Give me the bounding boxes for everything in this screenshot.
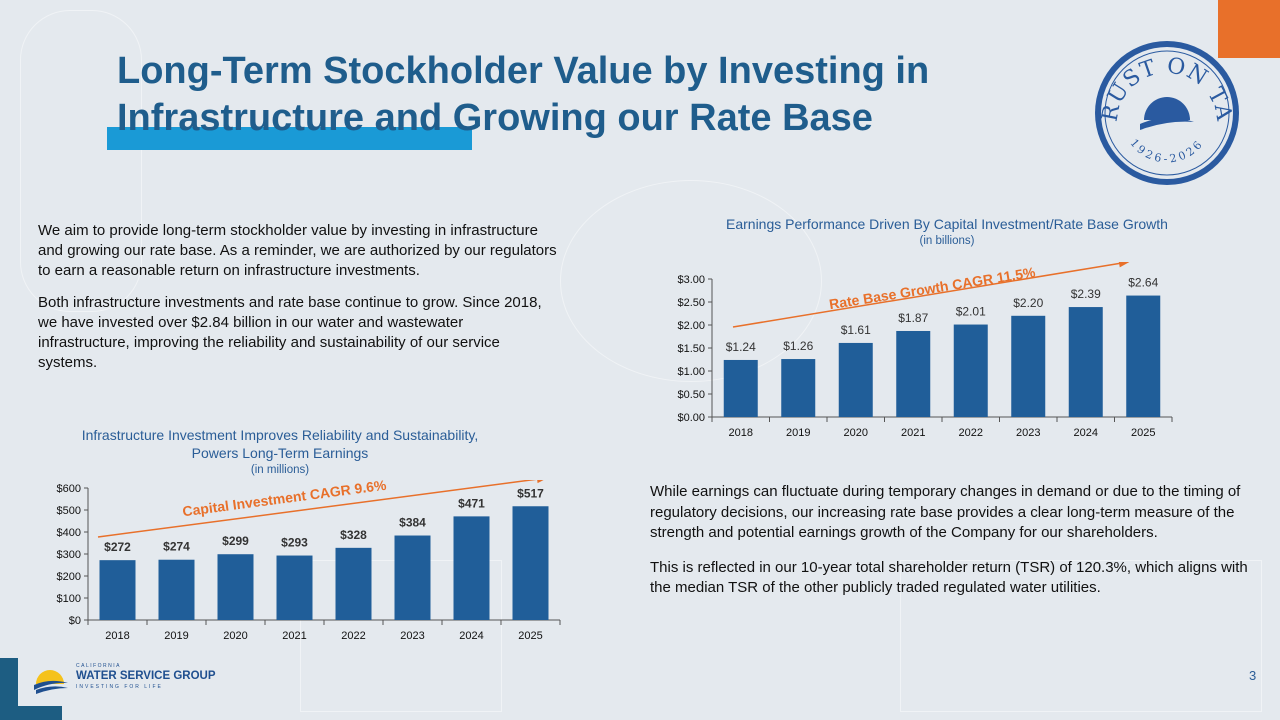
y-tick-label: $0.50 [677, 389, 705, 401]
y-tick-label: $600 [57, 483, 81, 495]
right-paragraph-2: This is reflected in our 10-year total s… [650, 558, 1248, 597]
y-tick-label: $3.00 [677, 274, 705, 286]
x-tick-label: 2020 [223, 630, 247, 642]
data-label: $384 [399, 516, 426, 530]
y-tick-label: $2.00 [677, 320, 705, 332]
y-tick-label: $500 [57, 505, 81, 517]
bar [896, 330, 931, 417]
bar [276, 555, 313, 620]
footer-accent [0, 658, 18, 720]
y-tick-label: $0 [69, 615, 81, 627]
x-tick-label: 2025 [518, 630, 542, 642]
data-label: $299 [222, 534, 249, 548]
bar [335, 547, 372, 620]
page-number: 3 [1249, 668, 1257, 683]
chart-title-text: Infrastructure Investment Improves Relia… [81, 427, 479, 461]
x-tick-label: 2021 [282, 630, 306, 642]
california-water-service-group-logo: CALIFORNIA WATER SERVICE GROUP INVESTING… [34, 663, 216, 694]
y-tick-label: $0.00 [677, 412, 705, 424]
y-tick-label: $1.50 [677, 343, 705, 355]
bar [453, 516, 490, 620]
right-text: While earnings can fluctuate during temp… [650, 482, 1250, 599]
data-label: $2.64 [1128, 276, 1158, 290]
bar [1068, 307, 1103, 417]
right-paragraph-1: While earnings can fluctuate during temp… [650, 483, 1241, 541]
x-tick-label: 2023 [1016, 427, 1040, 439]
bar [838, 342, 873, 417]
y-tick-label: $200 [57, 571, 81, 583]
chart-title-investment: Infrastructure Investment Improves Relia… [60, 426, 500, 478]
x-tick-label: 2024 [459, 630, 483, 642]
intro-text: We aim to provide long-term stockholder … [38, 221, 558, 373]
arrowhead-icon [537, 480, 544, 484]
earnings-bar-chart: $0.00 $0.50 $1.00 $1.50 $2.00 $2.50 $3.00 $1.24… [677, 262, 1173, 439]
chart-subtitle: (in billions) [919, 235, 975, 247]
cagr-arrow [732, 262, 1129, 328]
x-tick-label: 2021 [901, 427, 925, 439]
footer-accent [0, 706, 62, 720]
logo-text-top: CALIFORNIA [76, 663, 121, 669]
logo-tagline: INVESTING FOR LIFE [76, 684, 163, 690]
data-label: $1.24 [726, 340, 756, 354]
x-tick-label: 2025 [1131, 427, 1155, 439]
trust-on-tap-seal-logo: TRUST ON TAP 1926-2026 [1092, 38, 1239, 185]
bar [781, 359, 816, 417]
bar [1126, 295, 1161, 417]
x-tick-label: 2022 [959, 427, 983, 439]
bar [723, 359, 758, 417]
y-tick-label: $1.00 [677, 366, 705, 378]
data-label: $471 [458, 496, 485, 510]
data-label: $2.20 [1013, 296, 1043, 310]
x-tick-label: 2018 [729, 427, 753, 439]
investment-bar-chart: $0 $100 $200 $300 $400 $500 $600 $272 2018 $274 20… [57, 480, 561, 642]
data-label: $274 [163, 540, 190, 554]
data-label: $293 [281, 536, 308, 550]
x-tick-label: 2024 [1074, 427, 1098, 439]
blueprint-background [20, 10, 142, 312]
x-tick-label: 2023 [400, 630, 424, 642]
data-label: $272 [104, 540, 131, 554]
chart-title-text: Earnings Performance Driven By Capital I… [726, 216, 1168, 232]
data-label: $1.87 [898, 311, 928, 325]
x-tick-label: 2020 [844, 427, 868, 439]
cagr-annotation: Capital Investment CAGR 9.6% [181, 480, 387, 519]
blueprint-background [560, 180, 822, 382]
bar [217, 554, 254, 620]
data-label: $1.26 [783, 339, 813, 353]
x-tick-label: 2019 [786, 427, 810, 439]
data-label: $2.39 [1071, 287, 1101, 301]
chart-title-earnings: Earnings Performance Driven By Capital I… [652, 215, 1242, 249]
data-label: $1.61 [841, 323, 871, 337]
arrowhead-icon [1118, 262, 1130, 268]
cagr-arrow [97, 480, 537, 538]
y-tick-label: $2.50 [677, 297, 705, 309]
data-label: $328 [340, 528, 367, 542]
bar [512, 506, 549, 620]
y-tick-label: $100 [57, 593, 81, 605]
data-label: $2.01 [956, 305, 986, 319]
y-tick-label: $400 [57, 527, 81, 539]
bar [394, 535, 431, 620]
bar [953, 324, 988, 417]
corner-accent [1218, 0, 1280, 58]
logo-text-main: WATER SERVICE GROUP [76, 670, 216, 682]
title-accent-bar [107, 127, 472, 150]
cagr-annotation: Rate Base Growth CAGR 11.5% [828, 264, 1037, 313]
y-tick-label: $300 [57, 549, 81, 561]
x-tick-label: 2018 [105, 630, 129, 642]
bar [158, 559, 195, 620]
blueprint-background [900, 560, 1262, 712]
chart-subtitle: (in millions) [250, 464, 310, 476]
x-tick-label: 2019 [164, 630, 188, 642]
data-label: $517 [517, 486, 544, 500]
intro-paragraph-2: Both infrastructure investments and rate… [38, 294, 542, 371]
intro-paragraph-1: We aim to provide long-term stockholder … [38, 222, 557, 279]
bar [99, 560, 136, 620]
bar [1011, 315, 1046, 417]
page-title: Long-Term Stockholder Value by Investing… [117, 50, 930, 139]
x-tick-label: 2022 [341, 630, 365, 642]
